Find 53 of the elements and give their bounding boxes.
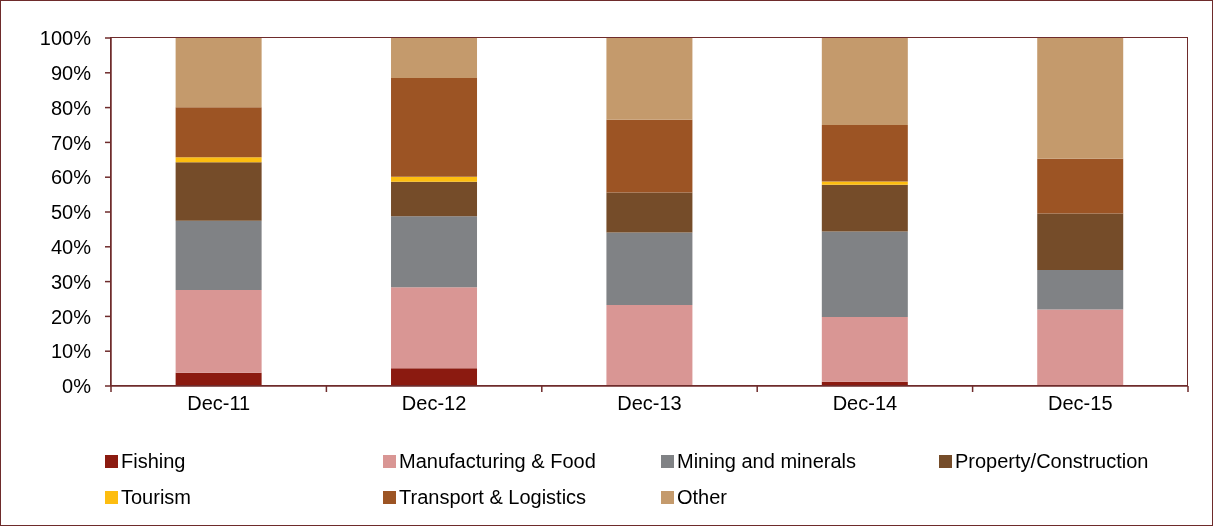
bar <box>175 220 262 290</box>
y-tick-label: 100% <box>39 27 92 50</box>
bar <box>391 181 478 217</box>
bar <box>391 216 478 288</box>
x-tick-label: Dec-13 <box>617 392 682 414</box>
bar <box>1037 213 1124 271</box>
legend-label: Mining and minerals <box>677 450 856 473</box>
y-tick-label: 50% <box>50 201 92 224</box>
bar <box>821 231 908 318</box>
bar <box>175 289 262 373</box>
bar <box>391 287 478 369</box>
bar <box>175 38 262 108</box>
y-tick-label: 10% <box>50 340 92 363</box>
bar <box>175 157 262 163</box>
y-tick-label: 60% <box>50 166 92 189</box>
bar <box>391 368 478 386</box>
bar <box>391 176 478 182</box>
y-tick-label: 70% <box>50 131 92 154</box>
bar <box>391 78 478 177</box>
y-tick-label: 80% <box>50 96 92 119</box>
x-tick-label: Dec-11 <box>187 392 251 414</box>
y-tick-label: 30% <box>50 270 92 293</box>
legend-label: Other <box>677 486 728 509</box>
bar <box>175 372 262 386</box>
bar <box>821 38 908 125</box>
bar <box>1037 270 1124 310</box>
y-tick-label: 90% <box>50 61 92 84</box>
x-tick-label: Dec-12 <box>401 392 467 414</box>
legend-label: Transport & Logistics <box>399 486 587 509</box>
bar <box>821 317 908 382</box>
y-tick-label: 0% <box>62 375 92 398</box>
bar <box>1037 309 1124 386</box>
legend-label: Fishing <box>121 450 186 473</box>
bar <box>175 107 262 158</box>
bar <box>1037 38 1124 159</box>
bar <box>606 304 693 386</box>
bar <box>391 38 478 79</box>
bar <box>606 192 693 233</box>
x-tick-label: Dec-15 <box>1048 392 1113 414</box>
y-tick-label: 40% <box>50 235 92 258</box>
bar <box>175 162 262 221</box>
legend-label: Tourism <box>121 486 192 509</box>
x-tick-label: Dec-14 <box>832 392 898 414</box>
legend-label: Manufacturing & Food <box>399 450 596 473</box>
bar <box>821 125 908 182</box>
bar <box>1037 158 1124 214</box>
bar <box>821 184 908 232</box>
legend-label: Property/Construction <box>955 450 1149 473</box>
bar <box>821 181 908 185</box>
bar <box>606 38 693 120</box>
bar <box>606 232 693 305</box>
y-tick-label: 20% <box>50 305 92 328</box>
bar <box>606 119 693 193</box>
